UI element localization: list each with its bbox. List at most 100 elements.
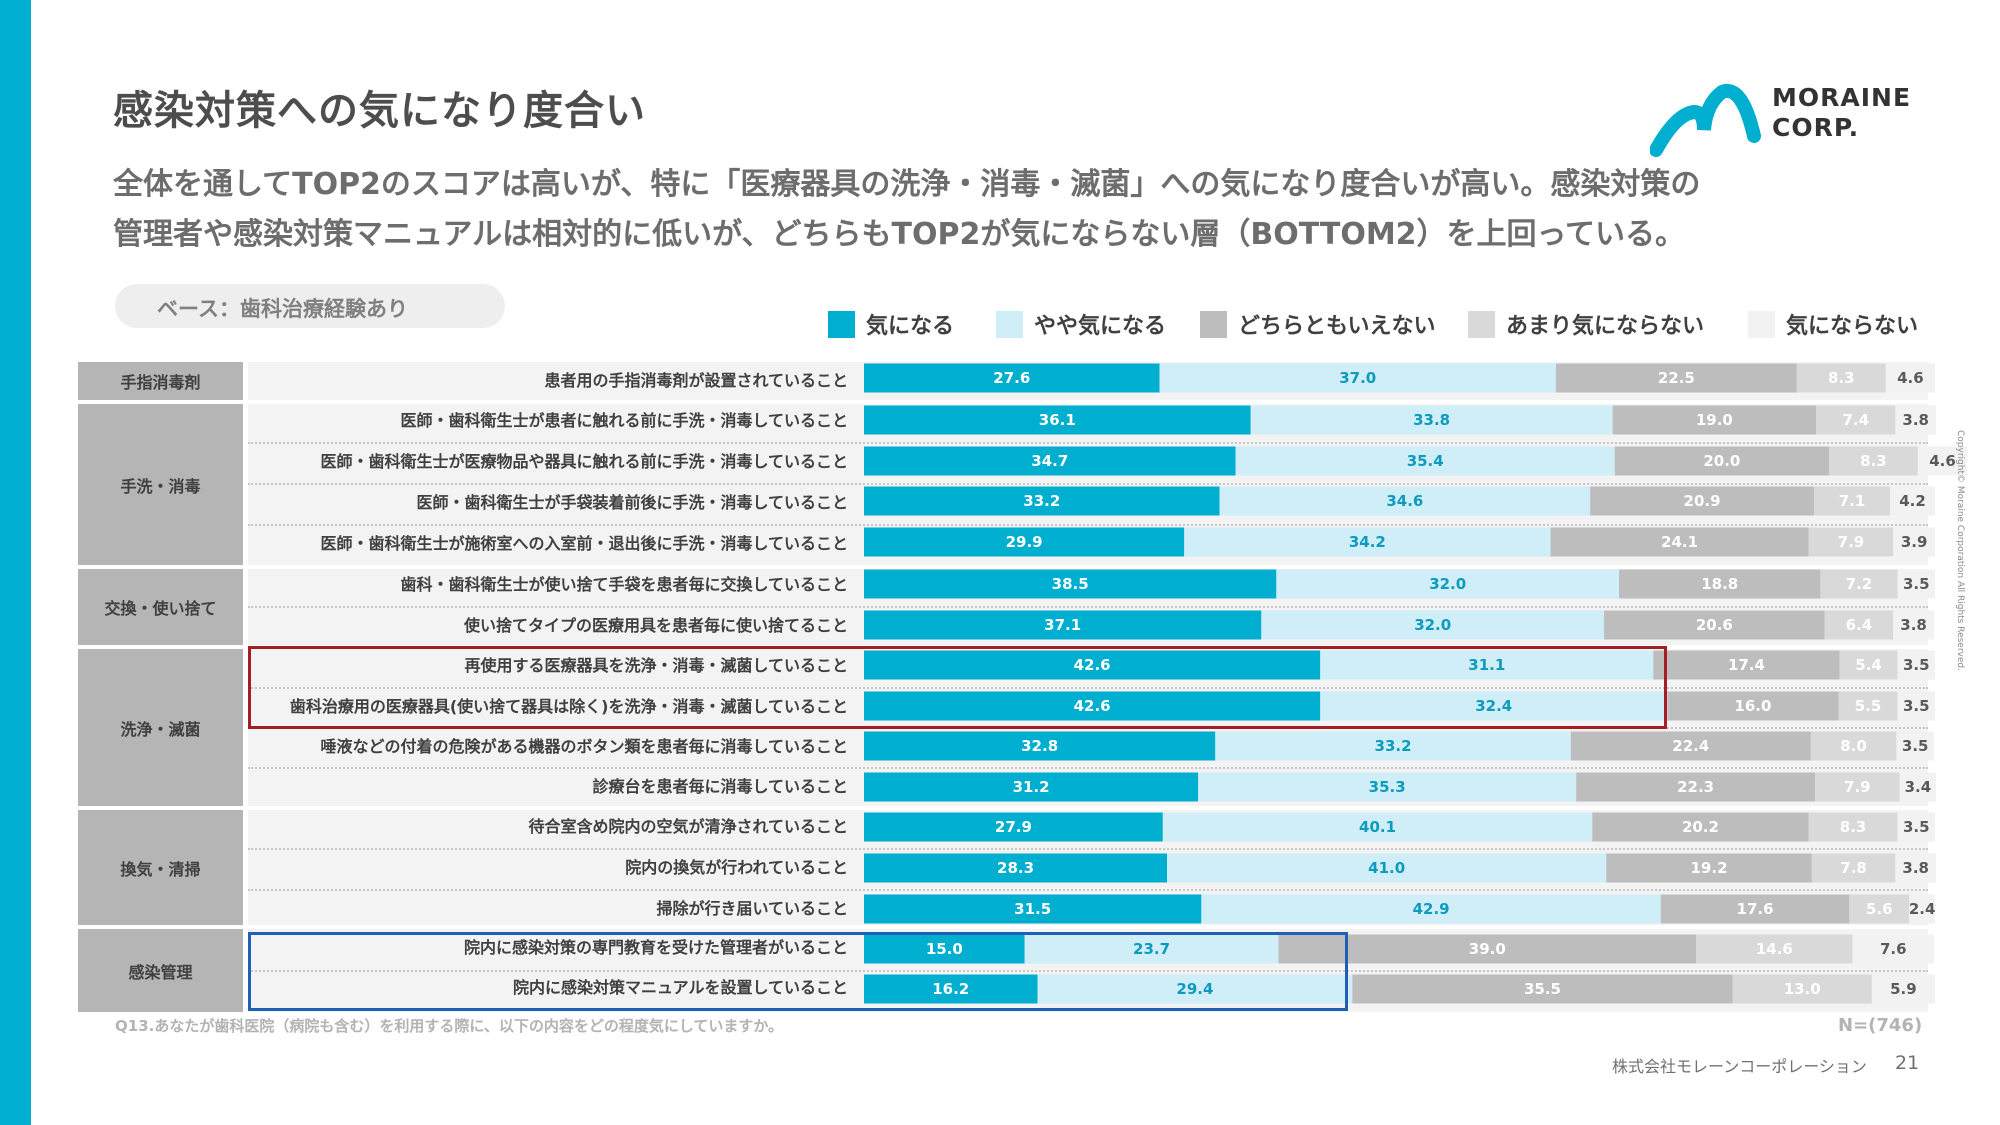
left-accent-stripe (0, 0, 31, 1125)
bar-segment-g5-r1-s3 (1732, 974, 1872, 1004)
bar-segment-g3-r2-s1 (1215, 731, 1571, 761)
bar-value-label: 37.1 (1044, 616, 1081, 634)
row-separator (248, 889, 1928, 891)
bar-value-label: 19.0 (1696, 411, 1733, 429)
subtitle-line-2: 管理者や感染対策マニュアルは相対的に低いが、どちらもTOP2が気にならない層（B… (113, 217, 1686, 252)
row-separator (248, 848, 1928, 850)
bar-segment-g4-r1-s3 (1811, 853, 1896, 883)
bar-segment-g3-r3-s3 (1815, 772, 1900, 802)
bar-value-label: 35.4 (1407, 452, 1444, 470)
bar-segment-g3-r1-s1 (1320, 691, 1668, 721)
bar-segment-g3-r0-s2 (1653, 650, 1840, 680)
bar-segment-g3-r2-s3 (1810, 731, 1897, 761)
bar-value-label: 33.8 (1413, 411, 1450, 429)
legend-label: 気になる (866, 314, 955, 339)
bar-value-label: 27.9 (995, 818, 1032, 836)
bar-segment-g4-r0-s2 (1592, 812, 1809, 842)
bar-value-label: 39.0 (1469, 940, 1506, 958)
row-separator (248, 606, 1928, 608)
highlight-box-sterilization (248, 646, 1667, 729)
bar-value-label: 7.4 (1842, 411, 1869, 429)
bar-segment-g1-r2-s0 (864, 486, 1220, 516)
bar-value-label: 42.6 (1074, 697, 1111, 715)
bar-segment-g1-r3-s0 (864, 527, 1185, 557)
bar-value-label: 3.5 (1903, 656, 1930, 674)
bar-segment-g4-r0-s3 (1808, 812, 1898, 842)
bar-value-label: 17.4 (1728, 656, 1765, 674)
legend-swatch (828, 311, 855, 338)
bar-segment-g1-r3-s2 (1550, 527, 1809, 557)
bar-value-label: 5.6 (1866, 900, 1893, 918)
row-label: 院内の換気が行われていること (625, 858, 848, 877)
bar-value-label: 32.0 (1429, 575, 1466, 593)
bar-value-label: 31.5 (1014, 900, 1051, 918)
bar-segment-g5-r0-s4 (1852, 934, 1934, 964)
bar-value-label: 22.3 (1677, 778, 1714, 796)
bar-value-label: 7.8 (1840, 859, 1867, 877)
bar-value-label: 8.3 (1860, 452, 1887, 470)
bar-value-label: 7.9 (1838, 533, 1865, 551)
bar-segment-g2-r0-s4 (1897, 569, 1935, 599)
bar-value-label: 3.5 (1903, 818, 1930, 836)
row-label: 患者用の手指消毒剤が設置されていること (544, 371, 848, 390)
bar-segment-g0-r0-s4 (1885, 363, 1935, 393)
bar-value-label: 3.9 (1901, 533, 1928, 551)
bar-segment-g4-r2-s3 (1849, 894, 1910, 924)
bar-value-label: 34.7 (1031, 452, 1068, 470)
bar-segment-g1-r2-s2 (1590, 486, 1814, 516)
bar-segment-g1-r1-s2 (1614, 446, 1829, 476)
subtitle-line-1: 全体を通してTOP2のスコアは高いが、特に「医療器具の洗浄・消毒・滅菌」への気に… (113, 167, 1701, 202)
bar-value-label: 22.4 (1672, 737, 1709, 755)
bar-value-label: 16.2 (932, 980, 969, 998)
row-label: 再使用する医療器具を洗浄・消毒・滅菌していること (464, 656, 848, 675)
bar-segment-g1-r3-s3 (1808, 527, 1894, 557)
bar-segment-g1-r2-s1 (1219, 486, 1591, 516)
row-label: 使い捨てタイプの医療用具を患者毎に使い捨てること (463, 616, 848, 635)
bar-value-label: 40.1 (1359, 818, 1396, 836)
bar-value-label: 17.6 (1737, 900, 1774, 918)
bar-value-label: 7.1 (1839, 492, 1866, 510)
bar-segment-g5-r0-s3 (1696, 934, 1853, 964)
bar-segment-g3-r2-s0 (864, 731, 1216, 761)
bar-value-label: 34.2 (1349, 533, 1386, 551)
row-separator (248, 687, 1928, 689)
bar-value-label: 7.2 (1846, 575, 1873, 593)
legend-swatch (996, 311, 1023, 338)
legend-label: やや気になる (1034, 314, 1167, 339)
row-separator (248, 970, 1928, 972)
bar-value-label: 28.3 (997, 859, 1034, 877)
bar-value-label: 6.4 (1846, 616, 1873, 634)
legend-label: あまり気にならない (1506, 314, 1705, 339)
bar-segment-g1-r1-s0 (864, 446, 1236, 476)
bar-segment-g5-r0-s0 (864, 934, 1025, 964)
bar-value-label: 32.0 (1414, 616, 1451, 634)
bar-segment-g3-r1-s0 (864, 691, 1321, 721)
subtitle: 全体を通してTOP2のスコアは高いが、特に「医療器具の洗浄・消毒・滅菌」への気に… (113, 160, 1953, 260)
row-label: 院内に感染対策の専門教育を受けた管理者がいること (463, 938, 848, 957)
bar-segment-g2-r0-s3 (1820, 569, 1898, 599)
bar-segment-g3-r0-s3 (1839, 650, 1898, 680)
row-label: 医師・歯科衛生士が患者に触れる前に手洗・消毒していること (400, 411, 848, 430)
bar-value-label: 27.6 (993, 369, 1030, 387)
copyright-notice: Copyright© Moraine Corporation All Right… (1955, 430, 1975, 700)
bar-segment-g0-r0-s0 (864, 363, 1160, 393)
bar-segment-g2-r0-s0 (864, 569, 1277, 599)
category-disposable: 交換・使い捨て (78, 569, 243, 645)
bar-segment-g1-r2-s3 (1813, 486, 1891, 516)
bar-segment-g4-r1-s1 (1167, 853, 1607, 883)
bar-segment-g3-r0-s0 (864, 650, 1321, 680)
bar-value-label: 29.4 (1176, 980, 1213, 998)
bar-segment-g1-r2-s4 (1890, 486, 1935, 516)
bar-value-label: 5.5 (1855, 697, 1882, 715)
bar-value-label: 3.8 (1902, 859, 1929, 877)
bar-value-label: 3.4 (1905, 778, 1932, 796)
bar-segment-g1-r3-s1 (1184, 527, 1551, 557)
legend-swatch (1200, 311, 1227, 338)
bar-value-label: 33.2 (1375, 737, 1412, 755)
bar-segment-g5-r1-s2 (1352, 974, 1733, 1004)
base-badge: ベース：歯科治療経験あり (115, 284, 505, 328)
bar-value-label: 34.6 (1386, 492, 1423, 510)
row-label: 診療台を患者毎に消毒していること (592, 777, 848, 796)
bar-segment-g5-r1-s0 (864, 974, 1038, 1004)
